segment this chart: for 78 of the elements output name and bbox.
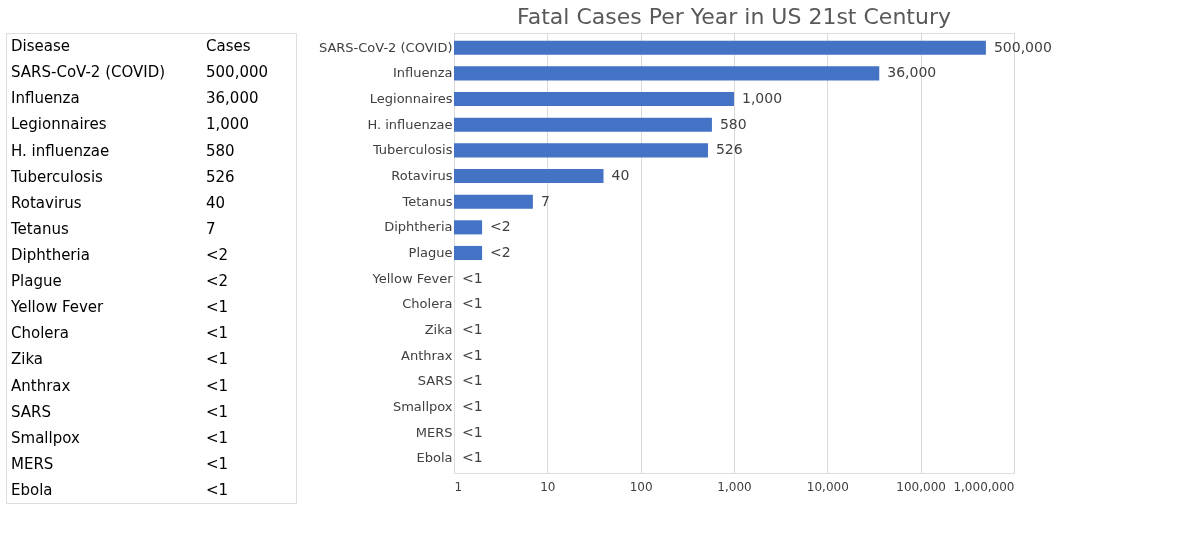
y-tick-label: Tetanus xyxy=(401,193,453,209)
data-label: <2 xyxy=(490,218,511,235)
category-label: SARS-CoV-2 (COVID) xyxy=(11,63,166,82)
text: <1 xyxy=(206,480,229,499)
text: 500,000 xyxy=(206,63,269,82)
category-label: Influenza xyxy=(11,89,80,108)
data-label: <2 xyxy=(490,244,511,260)
text: <1 xyxy=(206,402,229,421)
text: <1 xyxy=(206,350,229,369)
data-label: 40 xyxy=(611,167,630,184)
text: 1,000 xyxy=(206,115,249,134)
category-label: Cholera xyxy=(11,324,69,343)
x-tick-label: 1 xyxy=(454,479,463,494)
chart-title: Fatal Cases Per Year in US 21st Century xyxy=(517,4,951,29)
category-label: SARS xyxy=(11,402,52,421)
text: 40 xyxy=(206,193,226,212)
category-label: Tuberculosis xyxy=(10,167,104,186)
text: 7 xyxy=(206,219,216,238)
category-label: Legionnaires xyxy=(11,115,107,134)
data-label: <1 xyxy=(462,372,483,389)
category-label: Rotavirus xyxy=(11,193,82,212)
text: Disease xyxy=(11,37,70,56)
text: <1 xyxy=(206,298,229,317)
data-label: 580 xyxy=(719,115,747,132)
y-tick-label: Influenza xyxy=(392,65,453,81)
x-tick-label: 1,000,000 xyxy=(953,479,1015,494)
y-tick-label: SARS-CoV-2 (COVID) xyxy=(318,39,453,55)
y-tick-label: H. influenzae xyxy=(367,116,453,132)
y-tick-label: MERS xyxy=(415,424,453,440)
y-tick-label: Plague xyxy=(408,245,453,260)
text: 526 xyxy=(206,167,235,186)
category-label: Diphtheria xyxy=(11,245,90,264)
y-tick-label: Diphtheria xyxy=(384,219,453,235)
category-label: Plague xyxy=(11,272,62,291)
text: <2 xyxy=(206,245,229,264)
y-tick-label: Smallpox xyxy=(392,398,453,414)
y-tick-label: Tuberculosis xyxy=(371,142,453,158)
y-tick-label: Legionnaires xyxy=(369,91,453,107)
y-tick-label: Yellow Fever xyxy=(371,270,454,286)
y-tick-label: Cholera xyxy=(402,296,453,312)
category-label: Zika xyxy=(11,350,44,369)
x-tick-label: 10 xyxy=(540,479,556,494)
y-tick-label: Rotavirus xyxy=(391,168,453,184)
data-label: <1 xyxy=(462,269,483,286)
category-label: Smallpox xyxy=(11,428,80,447)
text: <1 xyxy=(206,324,229,343)
data-label: <1 xyxy=(462,295,483,312)
x-tick-label: 100,000 xyxy=(896,479,946,494)
y-tick-label: Zika xyxy=(424,321,453,337)
text: <1 xyxy=(206,428,229,447)
data-label: 526 xyxy=(715,141,743,158)
category-label: Ebola xyxy=(11,480,53,499)
data-label: 1,000 xyxy=(742,90,783,107)
data-label: <1 xyxy=(462,346,483,363)
text: <1 xyxy=(206,376,229,395)
category-label: Yellow Fever xyxy=(10,298,105,317)
data-label: <1 xyxy=(462,320,483,337)
data-label: 500,000 xyxy=(993,38,1052,55)
data-label: <1 xyxy=(462,449,483,466)
category-label: H. influenzae xyxy=(11,141,110,160)
category-label: Tetanus xyxy=(10,219,69,238)
category-label: Anthrax xyxy=(11,376,71,395)
data-label: 36,000 xyxy=(887,64,937,81)
category-label: MERS xyxy=(11,454,54,473)
x-tick-label: 100 xyxy=(629,479,653,494)
x-tick-label: 1,000 xyxy=(717,479,752,494)
y-tick-label: Ebola xyxy=(416,450,453,466)
data-label: <1 xyxy=(462,397,483,414)
x-tick-label: 10,000 xyxy=(806,479,849,494)
y-tick-label: Anthrax xyxy=(401,347,453,363)
text: <2 xyxy=(206,272,229,291)
data-label: 7 xyxy=(540,192,550,209)
text: Cases xyxy=(206,37,251,56)
text: 36,000 xyxy=(206,89,259,108)
data-label: <1 xyxy=(462,423,483,440)
y-tick-label: SARS xyxy=(417,373,453,389)
text: 580 xyxy=(206,141,235,160)
text: <1 xyxy=(206,454,229,473)
